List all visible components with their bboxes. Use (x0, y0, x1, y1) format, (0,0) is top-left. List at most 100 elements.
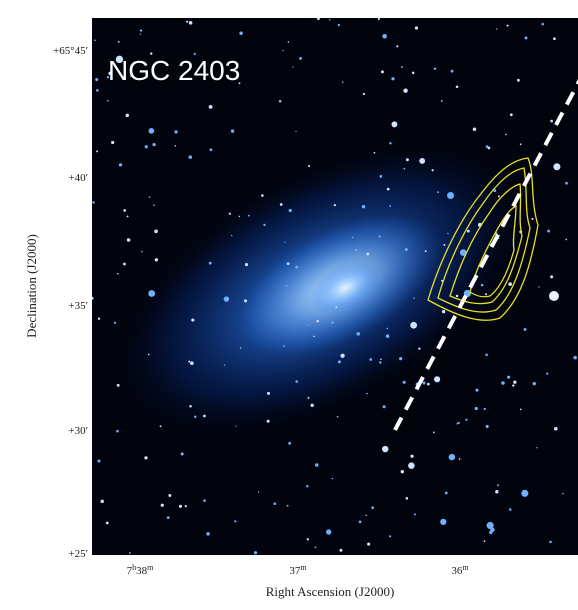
star (287, 262, 290, 265)
star (267, 420, 270, 423)
star (392, 121, 398, 127)
star (410, 455, 413, 458)
star (496, 28, 498, 30)
y-tick-label: +30′ (68, 425, 88, 437)
star (449, 454, 455, 460)
star (295, 131, 296, 132)
star (96, 150, 98, 152)
star (481, 284, 484, 287)
star (414, 513, 416, 515)
star (209, 105, 213, 109)
star (299, 57, 302, 60)
star (396, 45, 398, 47)
star (467, 230, 470, 233)
star (456, 85, 459, 88)
star (386, 328, 388, 330)
star (485, 293, 487, 295)
star (386, 334, 390, 338)
star (369, 358, 372, 361)
star (352, 237, 353, 238)
star (355, 249, 357, 251)
star (313, 336, 315, 338)
star (288, 41, 289, 42)
star (96, 89, 99, 92)
star (459, 458, 461, 460)
tick-text: 38 (136, 565, 148, 577)
star (565, 239, 567, 241)
star (442, 310, 445, 313)
star (149, 196, 151, 198)
star (209, 262, 212, 265)
star (307, 324, 308, 325)
star (341, 354, 345, 358)
star (508, 282, 512, 286)
star (419, 158, 425, 164)
star (408, 462, 415, 469)
star (553, 163, 560, 170)
star (168, 494, 171, 497)
x-axis-title: Right Ascension (J2000) (266, 584, 395, 599)
star (331, 322, 333, 324)
star (378, 18, 380, 20)
tick-text: 37 (289, 565, 301, 577)
star (188, 361, 190, 363)
star (366, 393, 368, 395)
star (475, 407, 478, 410)
star (273, 502, 276, 505)
x-tick-label: 7h38m (127, 563, 155, 578)
star (425, 250, 427, 252)
star (145, 145, 148, 148)
star (306, 485, 308, 487)
star (111, 141, 114, 144)
star (443, 244, 445, 246)
star (98, 317, 100, 319)
star (308, 397, 310, 399)
star (339, 549, 342, 552)
star (562, 493, 564, 495)
star (410, 322, 417, 329)
star (239, 216, 240, 217)
star (531, 218, 533, 220)
star (100, 500, 103, 503)
star (549, 541, 552, 544)
star (379, 235, 381, 237)
star (191, 318, 194, 321)
star (185, 505, 187, 507)
star (533, 382, 536, 385)
star (495, 490, 498, 493)
star (457, 422, 459, 424)
y-axis-title: Declination (J2000) (24, 234, 39, 338)
star (510, 113, 513, 116)
star (148, 290, 155, 297)
star (399, 357, 402, 360)
star (456, 295, 458, 297)
figure: NGC 2403 Declination (J2000) Right Ascen… (0, 0, 578, 605)
star (465, 419, 467, 421)
star (287, 505, 289, 507)
star (329, 19, 330, 20)
star (140, 29, 142, 31)
star (554, 427, 558, 431)
star (94, 39, 96, 41)
star (267, 392, 270, 395)
y-tick-label: +35′ (68, 300, 88, 312)
star (497, 485, 498, 486)
star (525, 36, 528, 39)
star (114, 322, 116, 324)
star (154, 230, 158, 234)
star (441, 100, 443, 102)
star (189, 21, 193, 25)
star (289, 209, 292, 212)
star (148, 354, 150, 356)
star (234, 520, 236, 522)
star (224, 365, 225, 366)
star (418, 348, 420, 350)
star (382, 446, 388, 452)
star (546, 373, 548, 375)
star (107, 100, 109, 102)
star (490, 528, 494, 532)
star (550, 275, 553, 278)
star (484, 540, 486, 542)
star (97, 460, 100, 463)
y-tick-label: +40′ (68, 172, 88, 184)
